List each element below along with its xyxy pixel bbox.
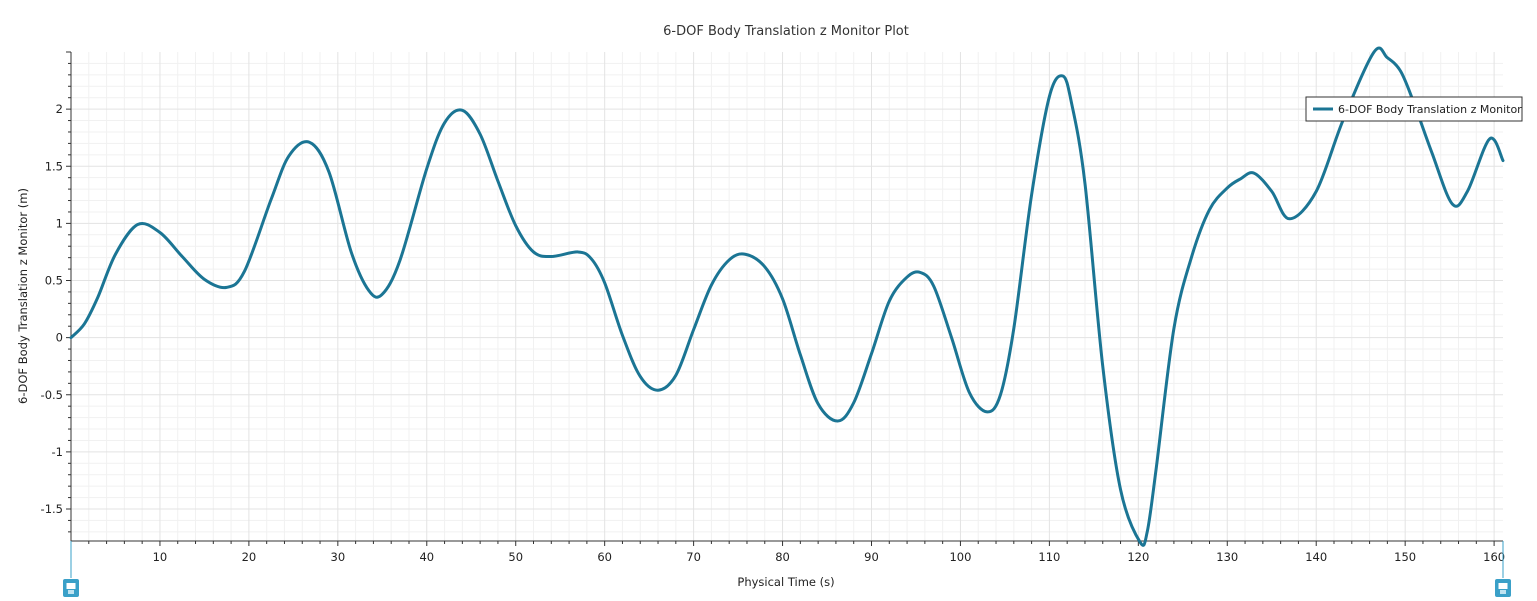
x-tick-label: 120 bbox=[1127, 550, 1149, 564]
x-tick-label: 80 bbox=[775, 550, 790, 564]
x-tick-label: 40 bbox=[419, 550, 434, 564]
cursor-handle-grip bbox=[68, 590, 74, 594]
major-grid bbox=[71, 52, 1503, 541]
x-axis-ticks: 10 20 30 40 50 60 70 80 90 100 110 120 130 140 150 160 bbox=[88, 541, 1505, 564]
y-tick-label: -0.5 bbox=[41, 388, 63, 402]
minor-grid bbox=[71, 52, 1503, 541]
legend-entry-label: 6-DOF Body Translation z Monitor bbox=[1338, 103, 1522, 116]
x-tick-label: 30 bbox=[331, 550, 346, 564]
cursor-lock-icon bbox=[1495, 579, 1511, 597]
legend[interactable]: 6-DOF Body Translation z Monitor bbox=[1305, 96, 1523, 122]
right-range-cursor-handle[interactable] bbox=[1495, 541, 1511, 597]
y-axis-label: 6-DOF Body Translation z Monitor (m) bbox=[16, 188, 30, 404]
x-tick-label: 90 bbox=[864, 550, 879, 564]
series-line bbox=[69, 46, 1505, 547]
y-tick-label: 2 bbox=[56, 102, 63, 116]
y-axis-ticks: -1.5 -1 -0.5 0 0.5 1 1.5 2 bbox=[41, 51, 71, 533]
x-tick-label: 160 bbox=[1483, 550, 1505, 564]
cursor-handle-window bbox=[66, 583, 76, 589]
cursor-handle-window bbox=[1498, 583, 1508, 589]
x-tick-label: 130 bbox=[1216, 550, 1238, 564]
x-tick-label: 20 bbox=[242, 550, 257, 564]
x-tick-label: 150 bbox=[1394, 550, 1416, 564]
cursor-handle-grip bbox=[1500, 590, 1506, 594]
x-tick-label: 100 bbox=[949, 550, 971, 564]
series-group bbox=[69, 46, 1505, 547]
x-tick-label: 10 bbox=[153, 550, 168, 564]
left-range-cursor-handle[interactable] bbox=[63, 541, 79, 597]
y-tick-label: -1.5 bbox=[41, 502, 63, 516]
x-tick-label: 140 bbox=[1305, 550, 1327, 564]
legend-box bbox=[1305, 96, 1523, 122]
cursor-lock-icon bbox=[63, 579, 79, 597]
x-tick-label: 50 bbox=[508, 550, 523, 564]
x-tick-label: 110 bbox=[1038, 550, 1060, 564]
x-axis-label: Physical Time (s) bbox=[737, 575, 834, 589]
y-tick-label: 0 bbox=[56, 331, 63, 345]
chart-title: 6-DOF Body Translation z Monitor Plot bbox=[663, 24, 909, 39]
y-tick-label: 1 bbox=[56, 216, 63, 230]
y-tick-label: 1.5 bbox=[45, 159, 63, 173]
y-tick-label: 0.5 bbox=[45, 274, 63, 288]
x-tick-label: 60 bbox=[597, 550, 612, 564]
y-tick-label: -1 bbox=[52, 445, 63, 459]
x-tick-label: 70 bbox=[686, 550, 701, 564]
